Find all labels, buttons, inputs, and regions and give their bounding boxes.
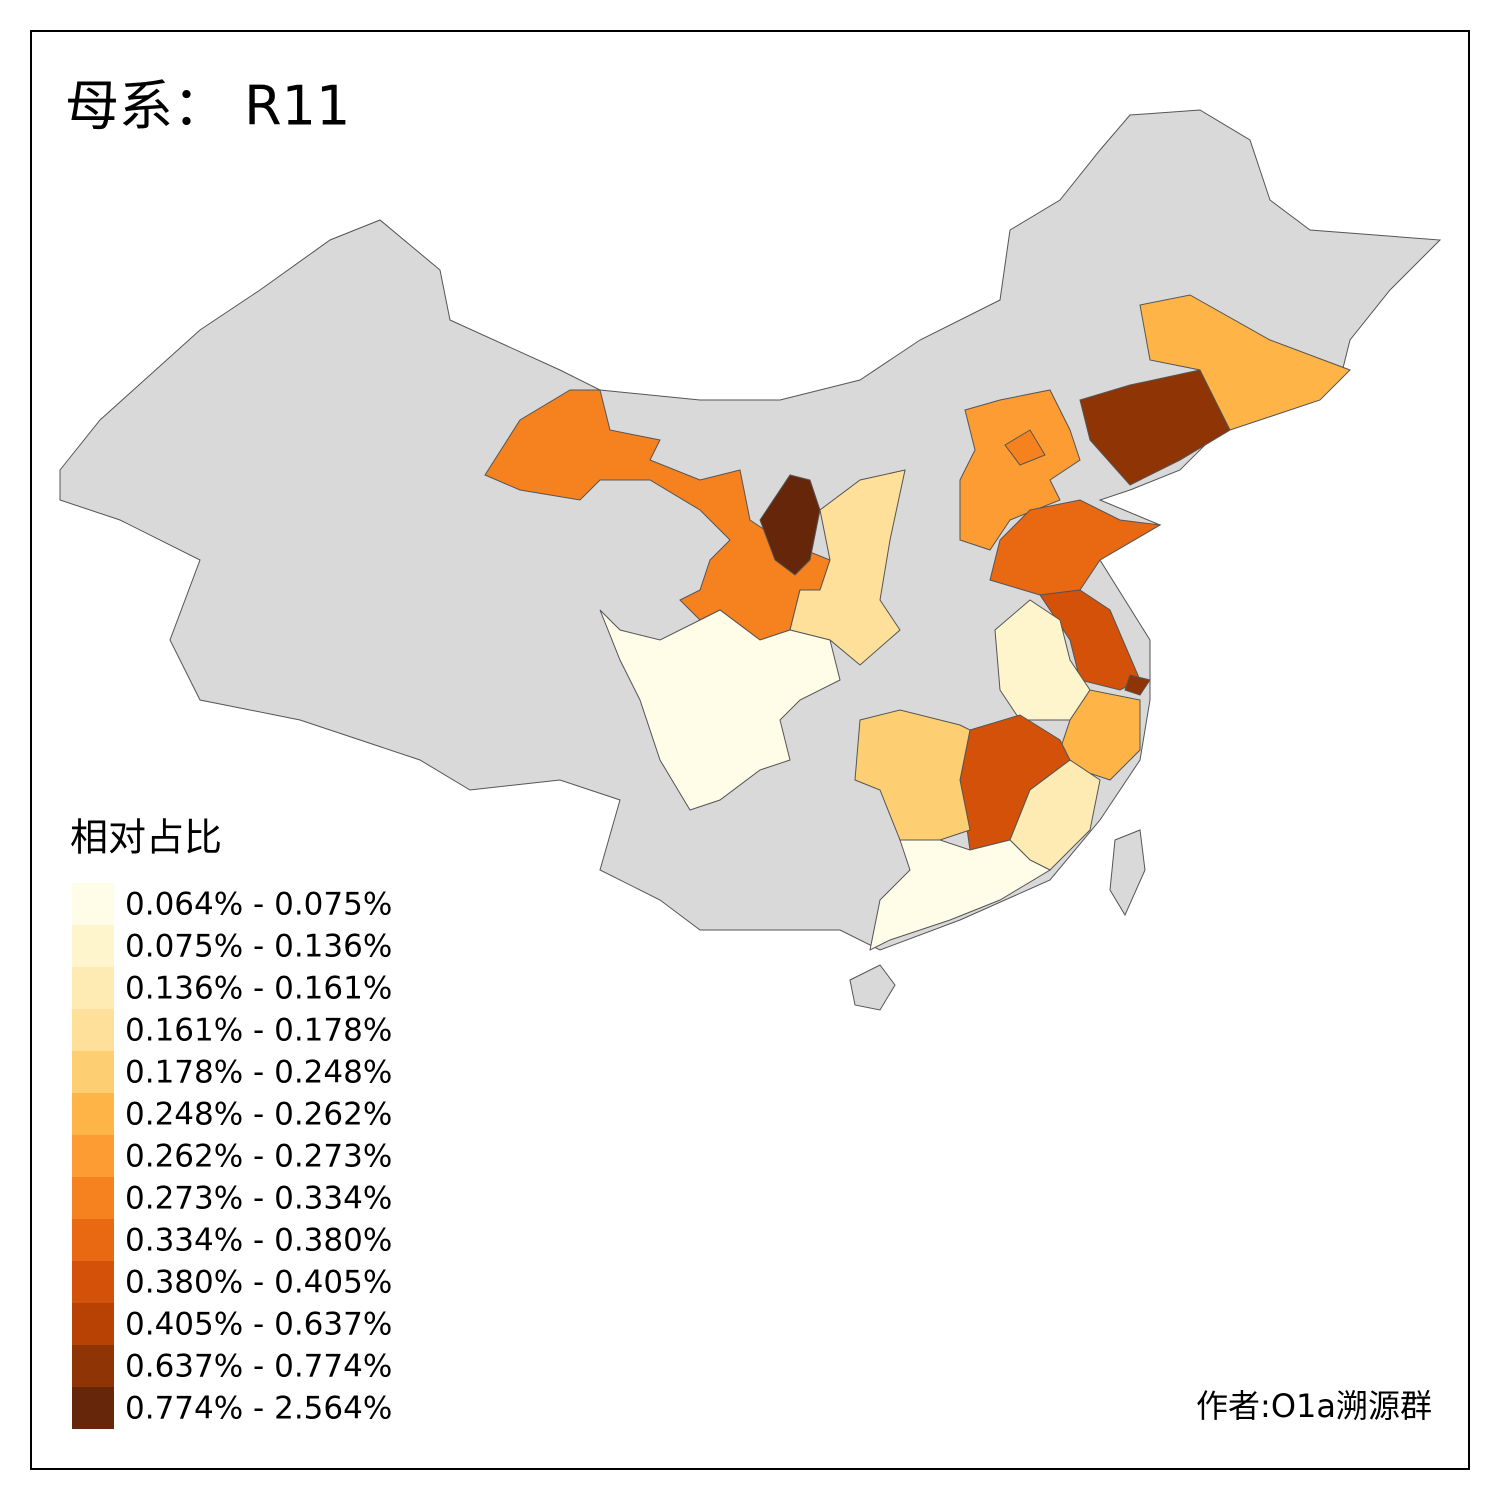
legend-swatch: [72, 1387, 114, 1429]
legend-label: 0.161% - 0.178%: [125, 1013, 392, 1049]
legend-swatch: [72, 967, 114, 1009]
region: [1004, 429, 1046, 466]
legend-swatch: [72, 1219, 114, 1261]
region: [989, 499, 1162, 596]
island: [849, 964, 896, 1011]
legend-label: 0.637% - 0.774%: [125, 1349, 392, 1385]
legend-label: 0.178% - 0.248%: [125, 1055, 392, 1091]
legend-label: 0.075% - 0.136%: [125, 929, 392, 965]
legend-swatch: [72, 1051, 114, 1093]
legend-title: 相对占比: [70, 816, 222, 860]
region: [854, 709, 971, 841]
legend-label: 0.262% - 0.273%: [125, 1139, 392, 1175]
legend-swatch: [72, 1345, 114, 1387]
legend-swatch: [72, 1261, 114, 1303]
region: [789, 469, 906, 666]
region: [1079, 369, 1231, 486]
legend-swatch: [72, 1093, 114, 1135]
legend-swatch: [72, 1135, 114, 1177]
region: [599, 609, 841, 811]
region: [1124, 674, 1151, 696]
legend-label: 0.405% - 0.637%: [125, 1307, 392, 1343]
region: [759, 474, 821, 576]
island: [1109, 829, 1146, 917]
legend-label: 0.774% - 2.564%: [125, 1391, 392, 1427]
legend-label: 0.064% - 0.075%: [125, 887, 392, 923]
legend-swatch: [72, 1009, 114, 1051]
legend-label: 0.380% - 0.405%: [125, 1265, 392, 1301]
regions: [484, 294, 1351, 951]
region: [869, 839, 1052, 951]
region: [959, 389, 1081, 551]
map-title: 母系： R11: [65, 75, 350, 138]
legend-label: 0.248% - 0.262%: [125, 1097, 392, 1133]
legend-swatch: [72, 1177, 114, 1219]
legend-label: 0.334% - 0.380%: [125, 1223, 392, 1259]
region: [1139, 294, 1351, 431]
legend-swatch: [72, 1303, 114, 1345]
legend-swatch: [72, 925, 114, 967]
credit: 作者:O1a溯源群: [1196, 1387, 1432, 1425]
legend-swatch: [72, 883, 114, 925]
legend-label: 0.136% - 0.161%: [125, 971, 392, 1007]
legend-label: 0.273% - 0.334%: [125, 1181, 392, 1217]
